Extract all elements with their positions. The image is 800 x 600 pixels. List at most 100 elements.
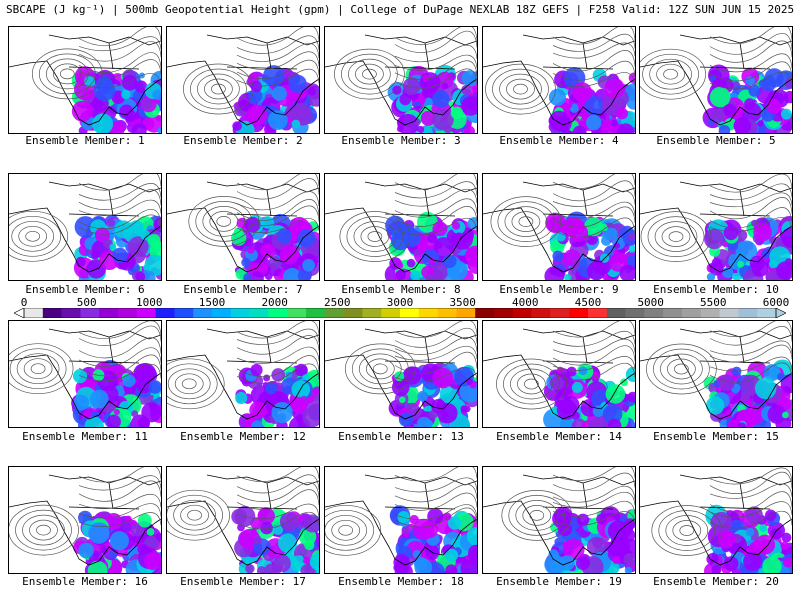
ensemble-member-label: Ensemble Member: 1 [25,134,145,147]
ensemble-map-panel [482,173,636,281]
ensemble-member-label: Ensemble Member: 19 [496,575,622,588]
ensemble-map-panel [482,466,636,574]
ensemble-map-panel [639,26,793,134]
ensemble-member-label: Ensemble Member: 4 [499,134,619,147]
colorbar [14,308,786,318]
ensemble-map-panel [482,320,636,428]
colorbar-swatch [155,308,175,318]
colorbar-tick-label: 4000 [512,296,539,309]
ensemble-map-panel [639,173,793,281]
ensemble-map-panel [639,466,793,574]
ensemble-member-label: Ensemble Member: 2 [183,134,303,147]
cape-shading [389,505,477,573]
ensemble-map-panel [8,466,162,574]
ensemble-member-label: Ensemble Member: 13 [338,430,464,443]
colorbar-swatch [625,308,645,318]
colorbar-swatch [682,308,702,318]
colorbar-swatch [437,308,457,318]
cape-shading [704,504,792,573]
colorbar-swatch [644,308,664,318]
ensemble-member-label: Ensemble Member: 14 [496,430,622,443]
cape-shading [73,214,161,280]
ensemble-member-label: Ensemble Member: 12 [180,430,306,443]
colorbar-swatch [343,308,363,318]
ensemble-member-label: Ensemble Member: 18 [338,575,464,588]
height-contours [496,321,635,410]
ensemble-map-panel [324,320,478,428]
colorbar-swatch [193,308,213,318]
ensemble-member-label: Ensemble Member: 7 [183,283,303,296]
cape-shading [71,359,161,427]
colorbar-swatch [569,308,589,318]
colorbar-swatch [61,308,81,318]
ensemble-member-label: Ensemble Member: 16 [22,575,148,588]
colorbar-swatch [550,308,570,318]
height-contours [183,27,319,115]
colorbar-tick-label: 6000 [762,296,790,309]
ensemble-member-label: Ensemble Member: 11 [22,430,148,443]
height-contours [31,27,161,100]
ensemble-map-panel [324,26,478,134]
ensemble-map-panel [166,466,320,574]
colorbar-swatch [42,308,62,318]
height-contours [167,321,319,410]
height-contours [334,27,477,100]
colorbar-tick-label: 3500 [449,296,476,309]
height-contours [188,174,319,247]
colorbar-swatch [136,308,156,318]
ensemble-member-label: Ensemble Member: 3 [341,134,461,147]
height-contours [9,467,161,556]
colorbar-swatch [249,308,269,318]
colorbar-swatch [324,308,344,318]
height-contours [501,467,635,541]
colorbar-tick-label: 5500 [700,296,727,309]
height-contours [344,321,477,395]
page-title: SBCAPE (J kg⁻¹) | 500mb Geopotential Hei… [6,3,795,16]
cape-shading [548,67,635,133]
ensemble-map-panel [166,173,320,281]
colorbar-tick-label: 5000 [637,296,664,309]
cape-shading [71,66,161,133]
colorbar-swatch [212,308,232,318]
ensemble-member-label: Ensemble Member: 10 [653,283,779,296]
height-contours [651,467,792,556]
ensemble-map-panel [639,320,793,428]
cape-shading [702,64,792,133]
height-contours [9,321,161,395]
ensemble-member-label: Ensemble Member: 6 [25,283,145,296]
colorbar-tick-label: 3000 [386,296,414,309]
height-contours [9,174,161,262]
colorbar-swatch [531,308,551,318]
height-contours [646,321,792,395]
colorbar-swatch [287,308,307,318]
colorbar-swatch [663,308,683,318]
colorbar-swatch [456,308,476,318]
ensemble-map-panel [8,173,162,281]
colorbar-swatch [80,308,100,318]
cape-shading [231,505,319,573]
colorbar-tick-label: 2500 [324,296,351,309]
colorbar-swatch [700,308,720,318]
colorbar-swatch [400,308,420,318]
cape-shading [544,211,635,280]
ensemble-member-label: Ensemble Member: 20 [653,575,779,588]
colorbar-swatch [418,308,438,318]
ensemble-member-label: Ensemble Member: 9 [499,283,619,296]
height-contours [485,27,635,115]
colorbar-tick-label: 0 [20,296,28,309]
height-contours [490,174,635,247]
colorbar-swatch [381,308,401,318]
ensemble-member-label: Ensemble Member: 8 [341,283,461,296]
cape-shading [704,216,792,280]
colorbar-swatch [719,308,739,318]
height-contours [640,174,792,262]
ensemble-map-panel [324,173,478,281]
height-contours [325,467,477,556]
ensemble-member-label: Ensemble Member: 15 [653,430,779,443]
colorbar-swatch [118,308,138,318]
colorbar-swatch [512,308,532,318]
colorbar-tick-label: 4500 [574,296,602,309]
colorbar-swatch [588,308,608,318]
ensemble-map-panel [482,26,636,134]
cape-shading [543,363,635,427]
